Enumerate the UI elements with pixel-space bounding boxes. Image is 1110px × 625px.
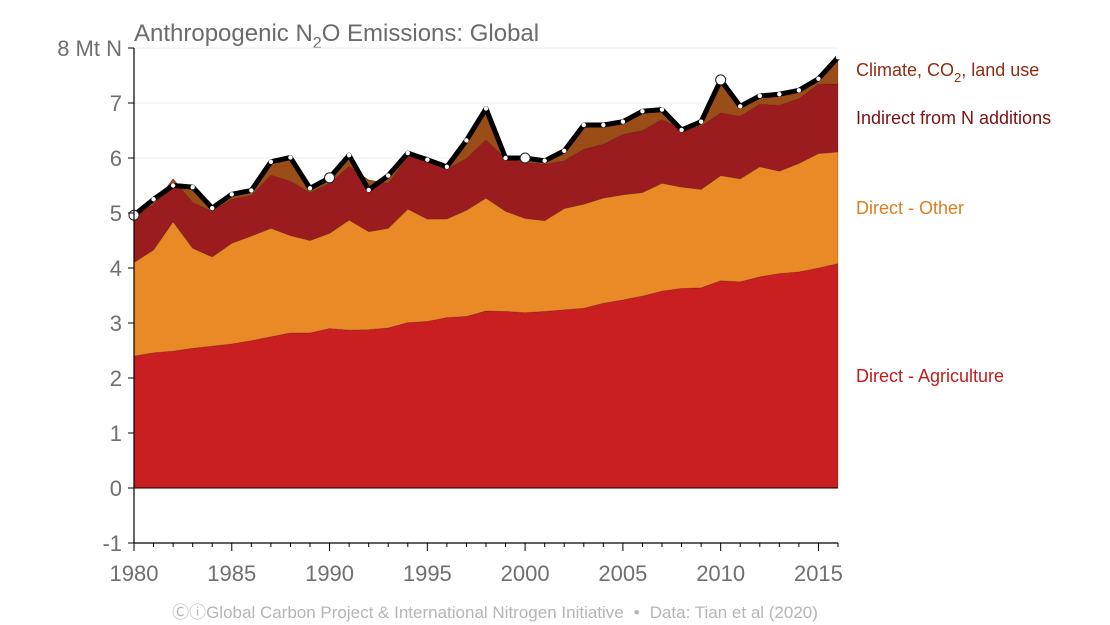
legend-indirect: Indirect from N additions <box>856 108 1051 128</box>
total-point-2012 <box>757 93 762 99</box>
legend-climate: Climate, CO2, land use <box>856 60 1039 85</box>
total-point-2004 <box>601 122 606 128</box>
y-tick-label-3: 3 <box>110 311 122 336</box>
x-tick-label-1985: 1985 <box>207 561 256 586</box>
total-point-2014 <box>796 88 802 93</box>
total-point-2006 <box>640 109 645 114</box>
y-axis-ticks: -1 0 1 2 3 4 5 6 7 8 Mt N <box>57 36 134 556</box>
y-tick-label-6: 6 <box>110 146 122 171</box>
footer-credit: Global Carbon Project & International Ni… <box>206 603 624 622</box>
total-point-2009 <box>698 119 704 124</box>
x-tick-label-1980: 1980 <box>110 561 159 586</box>
total-point-2005 <box>620 119 626 124</box>
total-point-2016 <box>835 55 841 60</box>
x-tick-label-2015: 2015 <box>794 561 843 586</box>
x-tick-label-2010: 2010 <box>696 561 745 586</box>
y-tick-label-0: 0 <box>110 476 122 501</box>
total-point-1999 <box>503 155 508 161</box>
legend-direct-other: Direct - Other <box>856 198 964 218</box>
total-point-1981 <box>151 197 156 202</box>
total-point-1994 <box>405 150 410 156</box>
y-tick-label-7: 7 <box>110 91 122 116</box>
total-point-2007 <box>659 107 665 112</box>
total-point-2013 <box>777 92 782 97</box>
y-tick-label-5: 5 <box>110 201 122 226</box>
y-tick-label-8: 8 Mt N <box>57 36 122 61</box>
total-point-1993 <box>386 173 391 178</box>
total-point-1995 <box>425 157 430 162</box>
total-point-2010 <box>715 74 727 86</box>
x-tick-label-2000: 2000 <box>501 561 550 586</box>
legend: Climate, CO2, land use Indirect from N a… <box>856 60 1051 386</box>
total-point-1989 <box>307 186 313 191</box>
total-point-1996 <box>444 164 450 169</box>
y-tick-label--1: -1 <box>102 531 122 556</box>
total-point-1991 <box>346 153 352 158</box>
total-point-1985 <box>229 192 234 197</box>
y-tick-label-4: 4 <box>110 256 122 281</box>
total-line <box>128 55 841 221</box>
total-point-2015 <box>816 76 821 82</box>
y-tick-label-2: 2 <box>110 366 122 391</box>
total-point-2000 <box>519 152 531 164</box>
chart-title: Anthropogenic N2O Emissions: Global <box>134 20 539 52</box>
footer-separator: • <box>633 603 640 622</box>
footer: ⒸⓘGlobal Carbon Project & International … <box>0 598 990 623</box>
total-point-1984 <box>210 205 215 211</box>
total-point-1997 <box>464 138 469 143</box>
total-point-2003 <box>581 122 586 128</box>
total-point-2008 <box>679 127 684 133</box>
x-axis-ticks: 1980 1985 1990 1995 2000 2005 2010 2015 <box>110 543 843 586</box>
total-point-1988 <box>288 155 293 160</box>
x-tick-label-1990: 1990 <box>305 561 354 586</box>
total-point-2011 <box>738 104 743 109</box>
total-point-1998 <box>483 106 489 111</box>
stacked-areas <box>133 56 839 489</box>
total-point-1992 <box>366 187 371 193</box>
y-tick-label-1: 1 <box>110 421 122 446</box>
total-point-2002 <box>562 148 567 154</box>
total-point-2001 <box>542 158 547 163</box>
area-direct-other <box>133 151 839 357</box>
cc-icon: Ⓒⓘ <box>172 603 207 622</box>
x-tick-label-2005: 2005 <box>598 561 647 586</box>
footer-source: Data: Tian et al (2020) <box>649 603 818 622</box>
total-point-1987 <box>268 159 274 165</box>
total-point-1986 <box>249 188 254 193</box>
total-point-1983 <box>190 184 195 190</box>
legend-direct-agriculture: Direct - Agriculture <box>856 366 1004 386</box>
total-point-1982 <box>170 183 176 188</box>
x-tick-label-1995: 1995 <box>403 561 452 586</box>
total-point-1990 <box>324 172 336 184</box>
